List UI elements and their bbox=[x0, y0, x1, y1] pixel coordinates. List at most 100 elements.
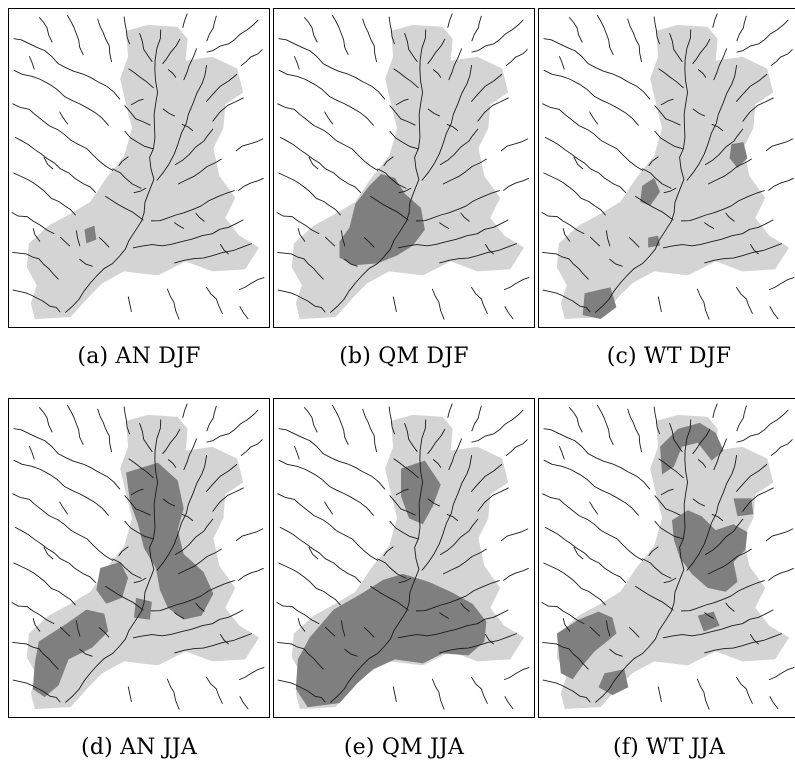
river-line bbox=[181, 514, 194, 522]
river-line bbox=[542, 103, 644, 171]
river-line bbox=[195, 212, 205, 222]
river-line bbox=[132, 219, 244, 249]
river-line bbox=[503, 567, 529, 581]
river-line bbox=[736, 676, 753, 704]
river-line bbox=[220, 633, 229, 645]
river-line bbox=[505, 439, 528, 456]
river-line bbox=[704, 222, 715, 229]
river-line bbox=[128, 458, 154, 479]
river-line bbox=[704, 612, 715, 619]
river-line bbox=[293, 56, 300, 70]
highlight-region bbox=[126, 462, 214, 620]
highlight-region bbox=[733, 498, 754, 517]
river-line bbox=[736, 409, 789, 443]
river-line bbox=[627, 408, 642, 453]
river-line bbox=[558, 56, 565, 70]
river-line bbox=[344, 648, 358, 657]
basin-region bbox=[556, 24, 790, 320]
river-line bbox=[118, 546, 129, 557]
river-line bbox=[704, 128, 744, 166]
river-line bbox=[324, 236, 336, 247]
river-line bbox=[11, 602, 55, 625]
river-line bbox=[427, 498, 440, 507]
river-line bbox=[589, 111, 598, 125]
river-line bbox=[573, 546, 584, 560]
river-line bbox=[471, 405, 482, 432]
river-line bbox=[704, 243, 782, 264]
river-line bbox=[448, 48, 463, 81]
highlight-region bbox=[697, 611, 720, 632]
river-line bbox=[340, 620, 346, 637]
river-line bbox=[181, 124, 194, 132]
river-line bbox=[742, 97, 774, 122]
river-line bbox=[736, 463, 768, 492]
river-line bbox=[395, 98, 409, 106]
highlight-region bbox=[671, 510, 748, 592]
river-line bbox=[446, 124, 459, 132]
river-line bbox=[562, 228, 571, 242]
river-line bbox=[654, 105, 681, 126]
river-line bbox=[692, 108, 705, 117]
map-panel-qm-jja bbox=[273, 398, 535, 718]
highlight-region bbox=[556, 611, 617, 680]
river-line bbox=[439, 633, 517, 654]
river-line bbox=[485, 243, 494, 255]
river-line bbox=[768, 277, 795, 291]
river-line bbox=[277, 103, 379, 171]
river-line bbox=[278, 428, 386, 490]
river-line bbox=[769, 696, 779, 710]
river-line bbox=[278, 172, 341, 216]
river-line bbox=[471, 73, 503, 102]
river-line bbox=[542, 252, 589, 280]
river-line bbox=[277, 252, 324, 280]
river-line bbox=[105, 585, 144, 611]
river-line bbox=[297, 228, 306, 242]
river-line bbox=[648, 546, 659, 557]
river-line bbox=[112, 168, 142, 189]
river-line bbox=[278, 38, 386, 100]
river-line bbox=[393, 458, 419, 479]
river-line bbox=[542, 289, 591, 313]
river-line bbox=[13, 562, 76, 606]
map-qm-djf bbox=[276, 13, 530, 320]
river-line bbox=[238, 277, 265, 291]
river-line bbox=[439, 612, 450, 619]
river-line bbox=[156, 454, 208, 571]
river-line bbox=[427, 38, 446, 65]
caption-wt-jja: (f) WT JJA bbox=[612, 735, 726, 760]
basin-region bbox=[26, 24, 260, 320]
river-line bbox=[707, 158, 752, 185]
river-line bbox=[471, 15, 482, 42]
river-line bbox=[377, 168, 407, 189]
river-line bbox=[13, 69, 109, 126]
river-line bbox=[166, 288, 180, 320]
river-line bbox=[500, 528, 529, 542]
river-line bbox=[12, 289, 61, 313]
river-line bbox=[686, 454, 738, 571]
river-line bbox=[750, 633, 759, 645]
river-line bbox=[174, 518, 214, 556]
basin-region bbox=[291, 24, 525, 320]
river-line bbox=[768, 177, 794, 191]
caption-qm-jja: (e) QM JJA bbox=[343, 735, 465, 760]
river-line bbox=[279, 136, 361, 193]
river-line bbox=[363, 237, 375, 248]
river-line bbox=[642, 168, 672, 189]
river-line bbox=[162, 38, 181, 65]
caption-an-jja: (d) AN JJA bbox=[81, 735, 197, 760]
river-line bbox=[277, 289, 326, 313]
river-line bbox=[330, 419, 427, 703]
river-line bbox=[370, 195, 409, 221]
river-network bbox=[276, 13, 530, 320]
river-line bbox=[711, 514, 724, 522]
river-line bbox=[460, 602, 470, 612]
river-line bbox=[541, 602, 585, 625]
river-line bbox=[395, 488, 409, 496]
river-line bbox=[79, 648, 93, 657]
river-line bbox=[128, 68, 154, 89]
river-line bbox=[297, 618, 306, 632]
river-line bbox=[573, 156, 584, 170]
river-line bbox=[471, 463, 503, 492]
river-line bbox=[383, 546, 394, 557]
river-line bbox=[139, 422, 153, 453]
